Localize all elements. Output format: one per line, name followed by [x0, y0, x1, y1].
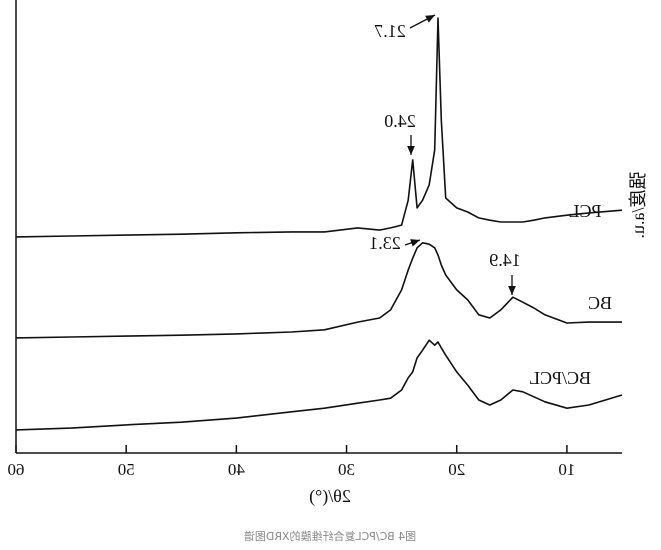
annotation-arrow — [409, 14, 436, 29]
x-tick-label: 50 — [118, 460, 135, 479]
series-line — [15, 17, 623, 238]
x-axis-label: 2θ/(°) — [309, 486, 351, 507]
annotation: 24.0 — [384, 111, 416, 131]
annotation-arrow — [404, 239, 421, 247]
x-tick-label: 60 — [8, 460, 25, 479]
caption: 图4 BC/PCL复合纤维膜的XRD图谱 — [244, 529, 416, 543]
x-tick-label: 30 — [338, 460, 355, 479]
x-tick-label: 10 — [558, 460, 575, 479]
annotation: 14.9 — [489, 250, 521, 270]
series-label: PCL — [568, 201, 601, 221]
mirrored-plot: 2θ/(°) 强度/a.u. 图4 BC/PCL复合纤维膜的XRD图谱 10 20… — [8, 0, 648, 543]
series-label: BC — [588, 293, 612, 313]
annotation: 23.1 — [369, 233, 401, 253]
annotation: 21.7 — [374, 21, 406, 41]
x-tick-label: 40 — [228, 460, 245, 479]
series-line — [15, 339, 623, 431]
series-label: BC/PCL — [529, 368, 591, 388]
x-tick-label: 20 — [448, 460, 465, 479]
series-line — [15, 242, 622, 339]
y-axis-label: 强度/a.u. — [628, 172, 648, 239]
